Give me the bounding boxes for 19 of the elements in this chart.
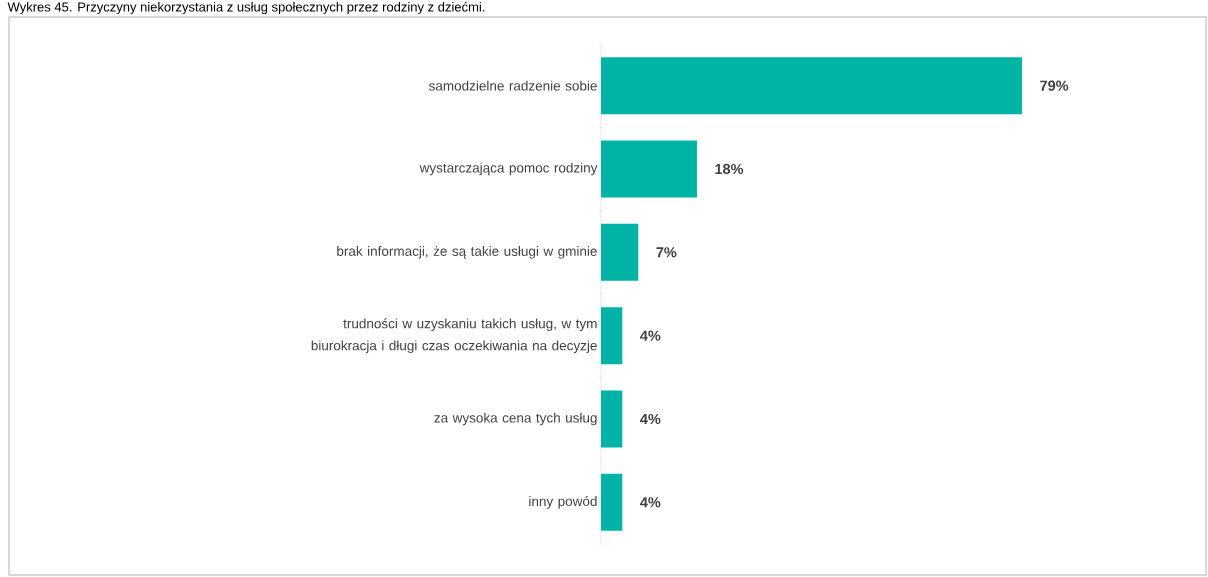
y-tick-label: za wysoka cena tych usług bbox=[434, 412, 597, 426]
data-label: 4% bbox=[640, 413, 661, 425]
y-tick-label: inny powód bbox=[529, 495, 597, 509]
y-tick-label: trudności w uzyskaniu takich usług, w tym biurokracja i długi czas oczekiwania na decyzje bbox=[311, 318, 597, 354]
bar bbox=[601, 140, 697, 198]
data-label: 4% bbox=[640, 497, 661, 508]
bar bbox=[601, 57, 1023, 115]
y-tick-label: wystarczająca pomoc rodziny bbox=[419, 162, 598, 176]
bar bbox=[601, 390, 623, 448]
bar bbox=[601, 307, 623, 365]
bar bbox=[601, 473, 623, 531]
data-label: 7% bbox=[656, 247, 677, 258]
data-label: 79% bbox=[1040, 80, 1069, 91]
y-tick-label: brak informacji, że są takie usługi w gminie bbox=[337, 246, 597, 259]
data-label: 18% bbox=[715, 163, 744, 175]
text: Wykres 45. Przyczyny niekorzystania z usług społecznych przez rodziny z dziećmi. bbox=[7, 1, 485, 15]
bar bbox=[601, 223, 639, 281]
y-tick-label: samodzielne radzenie sobie bbox=[428, 80, 597, 91]
data-label: 4% bbox=[640, 330, 661, 341]
